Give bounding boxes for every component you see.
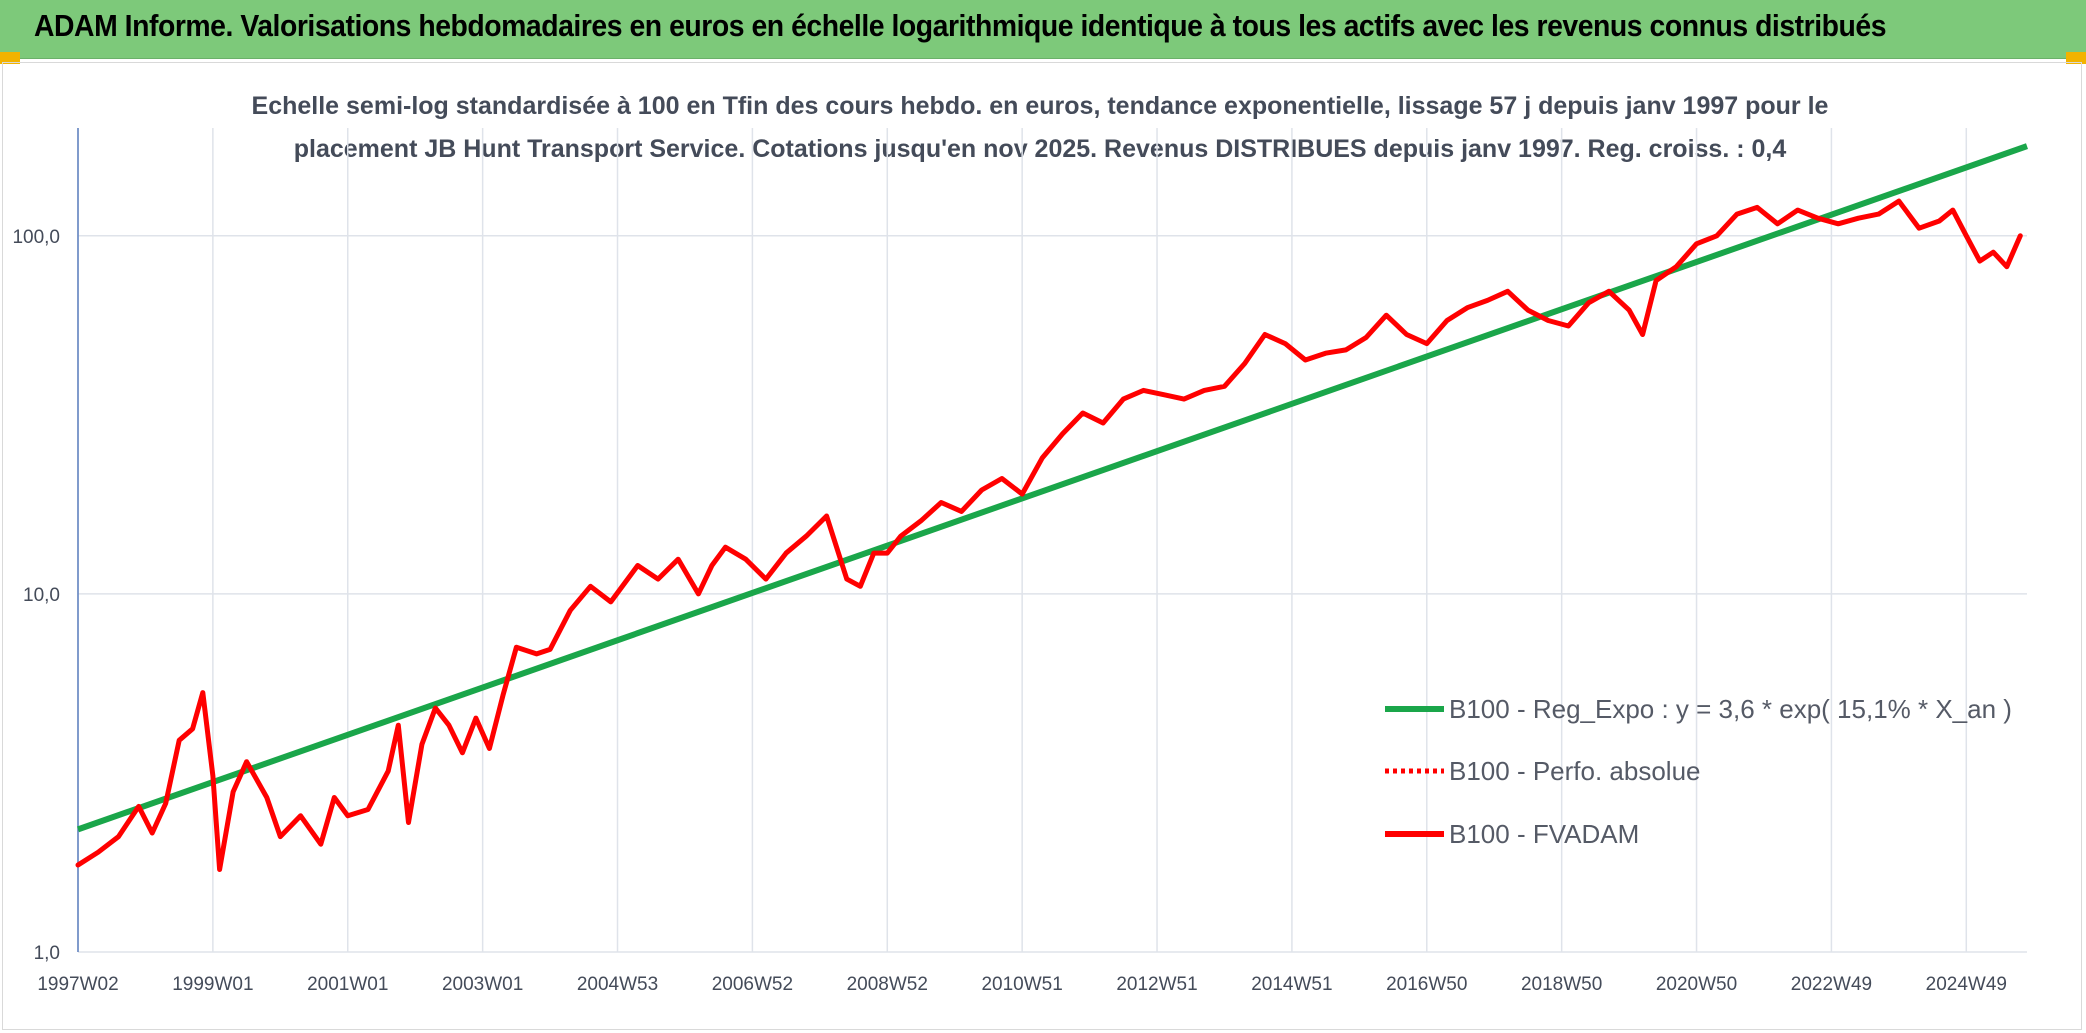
x-tick-label: 2016W50	[1386, 974, 1467, 995]
x-tick-label: 1997W02	[37, 974, 118, 995]
y-tick-labels: 1,0 10,0 100,0	[12, 227, 60, 964]
y-tick-label: 1,0	[34, 943, 60, 964]
chart-frame	[2, 62, 2082, 1030]
legend-label-perfo-absolue: B100 - Perfo. absolue	[1449, 756, 1701, 786]
x-tick-labels: 1997W02 1999W01 2001W01 2003W01 2004W53 2006W…	[37, 974, 2007, 995]
x-tick-label: 2012W51	[1116, 974, 1197, 995]
x-tick-label: 2003W01	[442, 974, 523, 995]
series-lines	[75, 143, 2028, 872]
x-tick-label: 2024W49	[1926, 974, 2007, 995]
x-tick-label: 1999W01	[172, 974, 253, 995]
x-tick-label: 2010W51	[981, 974, 1062, 995]
x-tick-label: 2014W51	[1251, 974, 1332, 995]
corner-marker-right	[2066, 52, 2086, 64]
x-tick-label: 2006W52	[712, 974, 793, 995]
y-tick-label: 100,0	[12, 227, 60, 248]
x-tick-label: 2001W01	[307, 974, 388, 995]
x-tick-label: 2008W52	[847, 974, 928, 995]
regression-trend-line	[77, 143, 2028, 833]
x-tick-label: 2022W49	[1791, 974, 1872, 995]
chart-subtitle-line-2: placement JB Hunt Transport Service. Cot…	[294, 135, 1787, 163]
legend-label-regression: B100 - Reg_Expo : y = 3,6 * exp( 15,1% *…	[1449, 694, 2012, 724]
x-tick-label: 2004W53	[577, 974, 658, 995]
chart-subtitle-line-1: Echelle semi-log standardisée à 100 en T…	[252, 92, 1829, 120]
legend: B100 - Reg_Expo : y = 3,6 * exp( 15,1% *…	[1385, 694, 2012, 849]
header-banner: ADAM Informe. Valorisations hebdomadaire…	[0, 0, 2086, 59]
y-tick-label: 10,0	[23, 585, 60, 606]
fvadam-price-line	[75, 198, 2023, 872]
x-tick-label: 2018W50	[1521, 974, 1602, 995]
x-tick-label: 2020W50	[1656, 974, 1737, 995]
corner-marker-left	[0, 52, 20, 64]
report-title: ADAM Informe. Valorisations hebdomadaire…	[34, 8, 1887, 43]
legend-label-fvadam: B100 - FVADAM	[1449, 819, 1639, 849]
